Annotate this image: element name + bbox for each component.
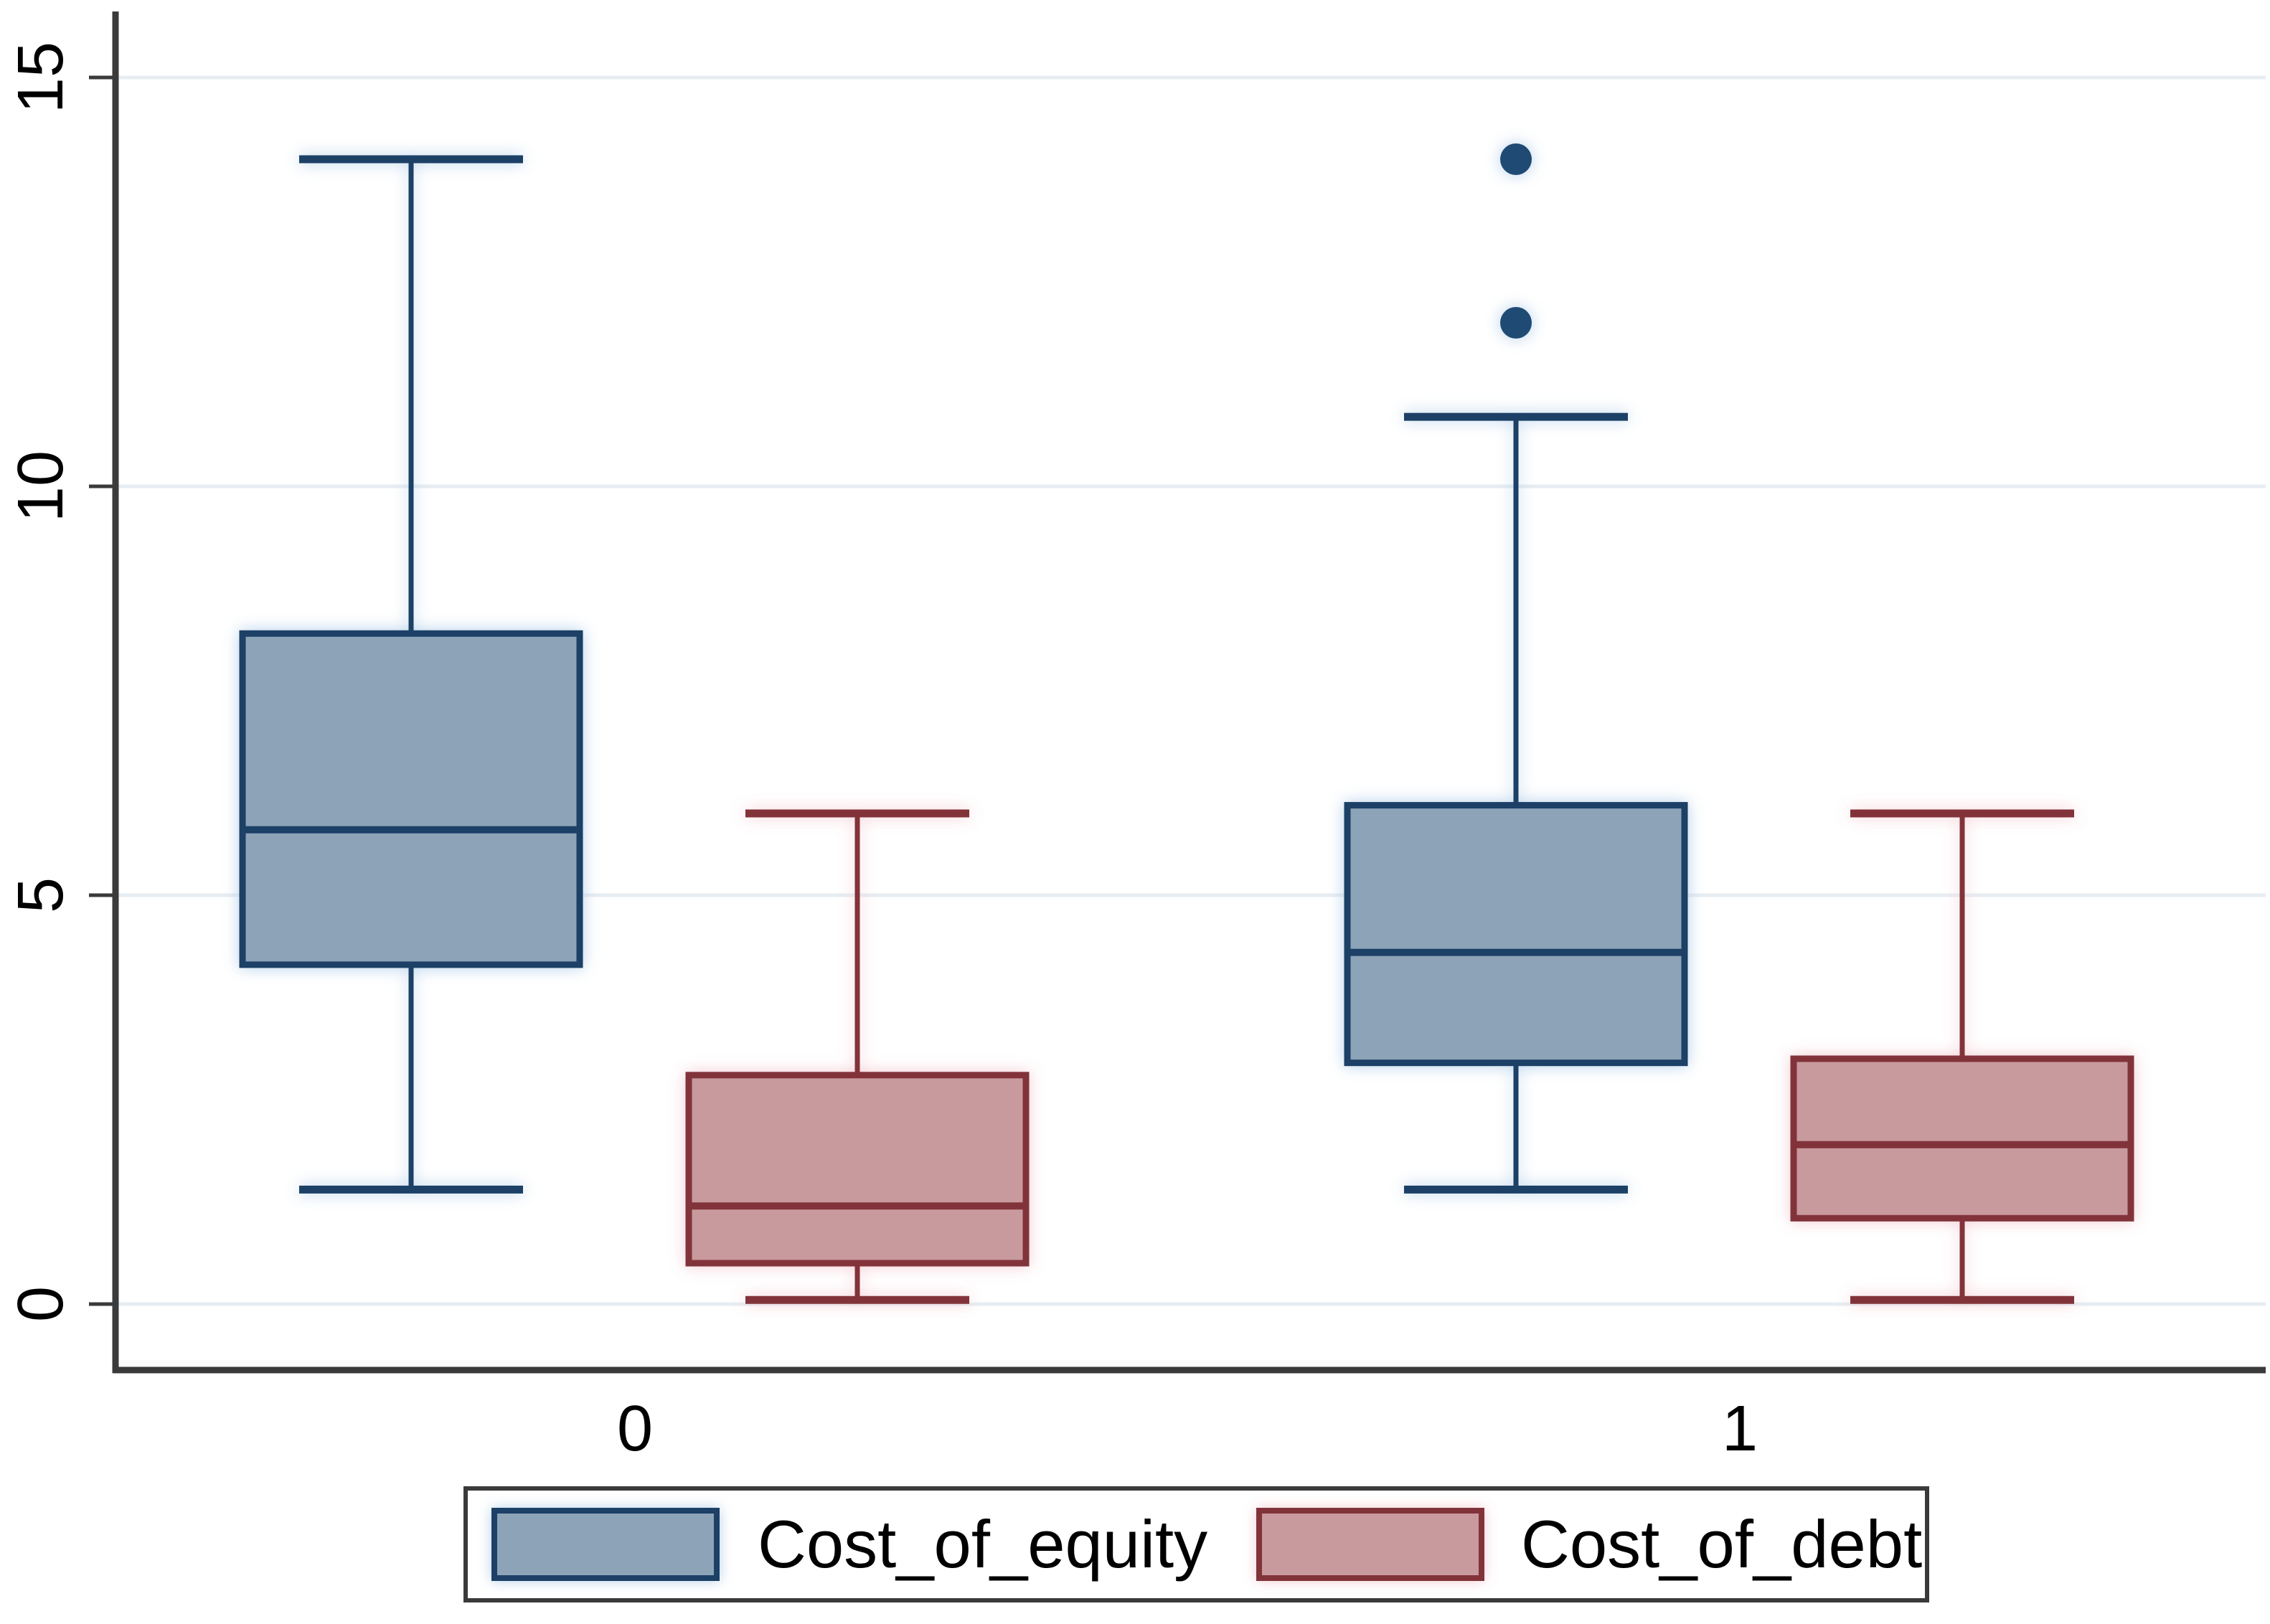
iqr-box-cost_of_equity-group0: [239, 630, 583, 968]
legend-label-cost-of-debt: Cost_of_debt: [1521, 1506, 1923, 1582]
iqr-box-cost_of_debt-group1: [1790, 1055, 2134, 1222]
x-tick-label-0: 0: [617, 1393, 653, 1465]
legend-swatch-cost-of-equity: [491, 1508, 720, 1581]
y-tick-label-0: 0: [5, 1286, 77, 1322]
legend-swatch-cost-of-debt: [1256, 1508, 1484, 1581]
legend: Cost_of_equity Cost_of_debt: [463, 1486, 1929, 1602]
y-tick-label-15: 15: [5, 42, 77, 113]
iqr-box-cost_of_debt-group0: [685, 1072, 1030, 1267]
outlier-dot-cost_of_equity-group1: [1500, 143, 1532, 175]
y-tick-label-5: 5: [5, 877, 77, 913]
y-tick-label-10: 10: [5, 450, 77, 522]
series-cost_of_equity: [239, 143, 1688, 1194]
x-tick-label-1: 1: [1722, 1393, 1758, 1465]
series-cost_of_debt: [685, 809, 2134, 1304]
outlier-dot-cost_of_equity-group1: [1500, 307, 1532, 339]
iqr-box-cost_of_equity-group1: [1344, 802, 1688, 1067]
legend-label-cost-of-equity: Cost_of_equity: [758, 1506, 1208, 1582]
